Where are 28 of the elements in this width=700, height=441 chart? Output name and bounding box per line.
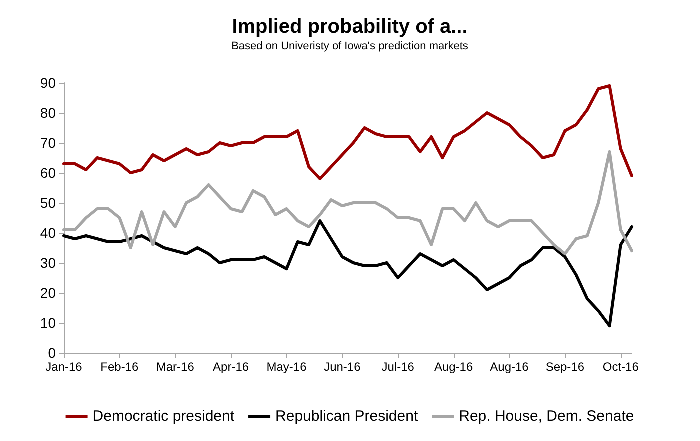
x-tick-label: Jul-16 <box>382 360 415 374</box>
line-series <box>62 84 634 180</box>
y-tick-label: 20 <box>40 285 56 301</box>
y-tick-label: 80 <box>40 105 56 121</box>
legend-label: Democratic president <box>92 408 236 425</box>
chart-title: Implied probability of a... <box>232 16 468 38</box>
chart-subtitle: Based on Univeristy of Iowa's prediction markets <box>232 40 469 52</box>
y-tick-label: 0 <box>48 345 56 361</box>
x-tick-label: Apr-16 <box>213 360 250 374</box>
y-tick-label: 30 <box>40 255 56 271</box>
line-series <box>62 220 634 328</box>
legend-label: Rep. House, Dem. Senate <box>459 408 634 425</box>
x-tick-label: May-16 <box>266 360 308 374</box>
x-tick-label: Aug-16 <box>434 360 474 374</box>
y-tick-label: 50 <box>40 195 56 211</box>
x-tick-label: Jan-16 <box>46 360 83 374</box>
y-tick-label: 10 <box>40 315 56 331</box>
x-tick-label: Sep-16 <box>546 360 585 374</box>
y-tick-label: 60 <box>40 165 56 181</box>
x-tick-label: Mar-16 <box>156 360 195 374</box>
legend-label: Republican President <box>276 408 419 425</box>
y-tick-label: 40 <box>40 225 56 241</box>
x-tick-label: Aug-16 <box>490 360 530 374</box>
y-tick-label: 70 <box>40 135 56 151</box>
x-tick-label: Feb-16 <box>100 360 140 374</box>
x-tick-label: Oct-16 <box>602 360 640 374</box>
y-tick-label: 90 <box>40 75 56 91</box>
x-tick-label: Jun-16 <box>324 360 362 374</box>
